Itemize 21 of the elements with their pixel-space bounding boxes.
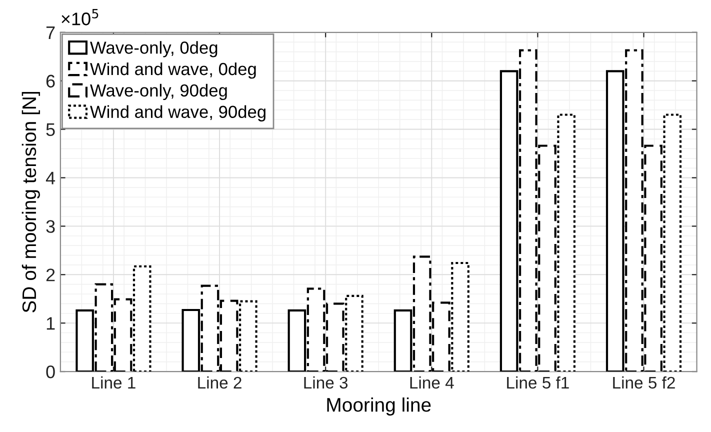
y-tick-label: 1 [46,317,55,330]
x-tick-label: Line 5 f2 [613,376,675,389]
x-tick-label: Line 3 [304,376,348,389]
y-tick-label: 0 [46,365,55,378]
y-tick-label: 7 [46,26,55,39]
y-axis-title: SD of mooring tension [N] [22,92,40,312]
legend-label: Wind and wave, 90deg [90,105,266,122]
legend-label: Wave-only, 90deg [90,84,227,100]
y-tick-label: 2 [46,268,55,282]
y-tick-label: 3 [46,220,55,233]
x-axis-title: Mooring line [327,397,431,416]
legend-label: Wave-only, 0deg [90,41,218,58]
legend-label: Wind and wave, 0deg [90,62,256,79]
text: ×10$^{5}$ [62,9,98,26]
x-tick-label: Line 4 [410,376,454,389]
x-tick-label: Line 2 [198,376,242,389]
x-tick-label: Line 5 f1 [507,376,569,389]
y-tick-label: 6 [46,74,55,88]
y-tick-label: 4 [46,172,56,184]
y-tick-label: 5 [46,123,55,136]
x-tick-label: Line 1 [92,376,136,389]
